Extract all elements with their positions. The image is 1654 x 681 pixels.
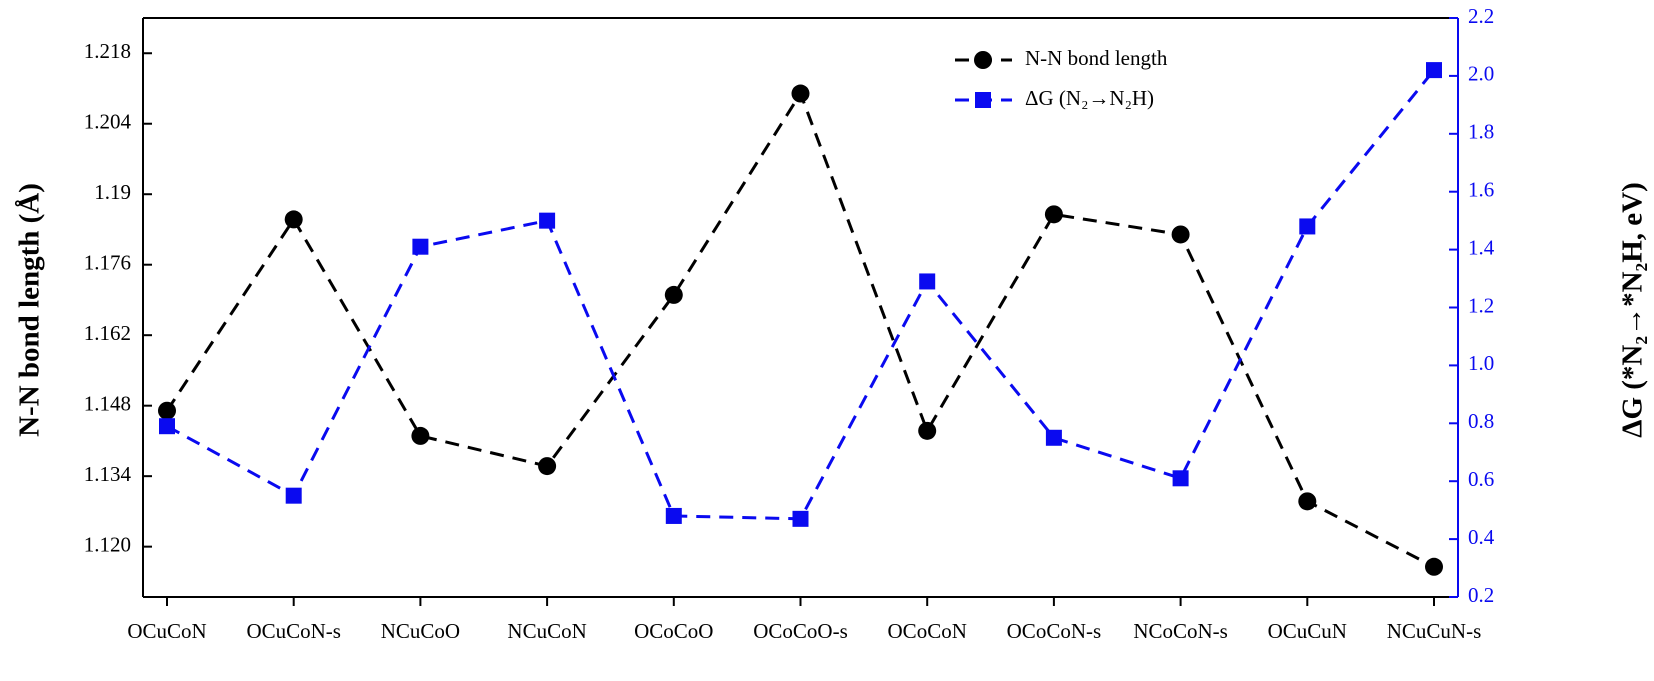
x-tick-label: NCuCoN [507,619,586,643]
point [665,507,682,524]
point [1426,62,1442,79]
y-tick-label: 1.120 [84,532,131,556]
y2-tick-label: 2.2 [1468,4,1494,28]
y2-tick-label: 1.2 [1468,293,1494,317]
x-tick-label: OCoCoO-s [753,619,848,643]
point [1171,225,1190,244]
x-tick-label: OCoCoN-s [1007,619,1102,643]
y-tick-label: 1.19 [94,180,131,204]
legend-marker [975,92,991,108]
x-tick-label: OCoCoN [888,619,967,643]
y-tick-label: 1.176 [84,251,131,275]
point [411,426,430,445]
y2-tick-label: 0.8 [1468,409,1494,433]
y-tick-label: 1.162 [84,321,131,345]
point [1172,470,1189,487]
y2-tick-label: 1.0 [1468,351,1494,375]
y2-tick-label: 1.8 [1468,120,1494,144]
x-tick-label: OCuCoN [127,619,206,643]
point [1045,429,1062,446]
point [1425,557,1443,576]
point [412,238,429,255]
line [166,69,1436,521]
x-tick-label: OCuCoN-s [246,619,341,643]
legend-label: N-N bond length [1025,46,1168,70]
y2-tick-label: 0.2 [1468,583,1494,607]
point [791,84,810,103]
point [664,285,683,304]
y-tick-label: 1.204 [84,110,132,134]
y2-tick-label: 1.4 [1468,235,1495,259]
y2-axis-label: ΔG (*N₂→*N₂H, eV) [1617,182,1649,437]
x-tick-label: NCoCoN-s [1133,619,1228,643]
x-tick-label: NCuCoO [381,619,460,643]
x-tick-label: OCoCoO [634,619,713,643]
line [165,90,1435,569]
point [919,273,936,290]
y-tick-label: 1.148 [84,391,131,415]
point [159,418,175,435]
point [1044,205,1063,224]
point [538,457,557,476]
legend-marker [974,51,992,69]
point [1298,492,1317,511]
x-tick-label: OCuCuN [1268,619,1347,643]
y-tick-label: 1.134 [84,462,132,486]
point [539,212,556,229]
point [1299,218,1316,235]
y-tick-label: 1.218 [84,39,131,63]
x-tick-label: NCuCuN-s [1387,619,1482,643]
point [285,487,302,504]
legend-label: ΔG (N₂→N₂H) [1025,86,1154,110]
y2-tick-label: 0.6 [1468,467,1494,491]
y2-tick-label: 1.6 [1468,178,1494,202]
point [918,421,937,440]
y2-tick-label: 0.4 [1468,525,1495,549]
point [792,510,809,527]
point [158,401,176,420]
y-axis-label: N-N bond length (Å) [14,183,46,437]
y2-tick-label: 2.0 [1468,62,1494,86]
point [284,210,303,229]
